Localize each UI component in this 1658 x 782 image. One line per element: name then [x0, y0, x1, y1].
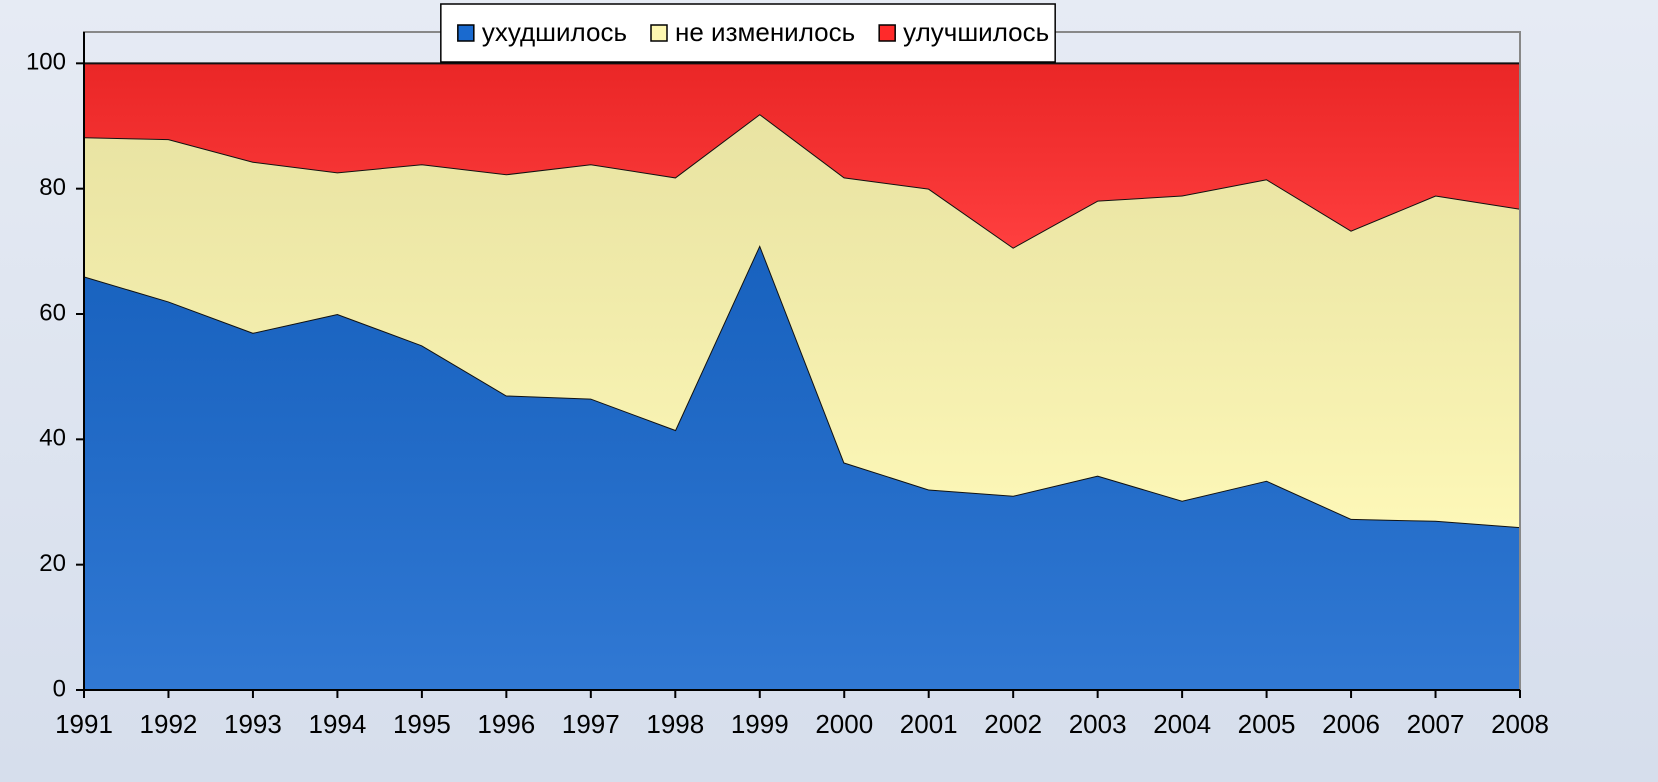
x-tick-label: 1999 [731, 709, 789, 739]
x-tick-label: 1991 [55, 709, 113, 739]
x-tick-label: 1996 [477, 709, 535, 739]
legend-swatch [457, 24, 475, 42]
y-tick-label: 60 [39, 299, 66, 326]
y-tick-label: 100 [26, 49, 66, 76]
x-tick-label: 2000 [815, 709, 873, 739]
y-tick-label: 80 [39, 174, 66, 201]
x-tick-label: 1992 [140, 709, 198, 739]
x-tick-label: 2006 [1322, 709, 1380, 739]
x-tick-label: 2002 [984, 709, 1042, 739]
y-tick-label: 40 [39, 425, 66, 452]
x-tick-label: 1995 [393, 709, 451, 739]
x-tick-label: 2003 [1069, 709, 1127, 739]
x-tick-label: 2001 [900, 709, 958, 739]
x-tick-label: 2004 [1153, 709, 1211, 739]
area-shade [84, 114, 1520, 528]
legend: ухудшилось не изменилось улучшилось [440, 3, 1056, 63]
area-shade [84, 63, 1520, 248]
legend-swatch [878, 24, 896, 42]
y-tick-label: 20 [39, 550, 66, 577]
x-tick-label: 2007 [1407, 709, 1465, 739]
x-tick-label: 2008 [1491, 709, 1549, 739]
x-tick-label: 1997 [562, 709, 620, 739]
y-tick-label: 0 [53, 675, 66, 702]
x-tick-label: 1994 [308, 709, 366, 739]
legend-label: улучшилось [903, 17, 1049, 47]
legend-swatch [650, 24, 668, 42]
area-shade [84, 245, 1520, 691]
legend-label: ухудшилось [482, 17, 627, 47]
x-tick-label: 2005 [1238, 709, 1296, 739]
legend-label: не изменилось [675, 17, 855, 47]
x-tick-label: 1998 [646, 709, 704, 739]
legend-box [440, 3, 1056, 63]
x-tick-label: 1993 [224, 709, 282, 739]
